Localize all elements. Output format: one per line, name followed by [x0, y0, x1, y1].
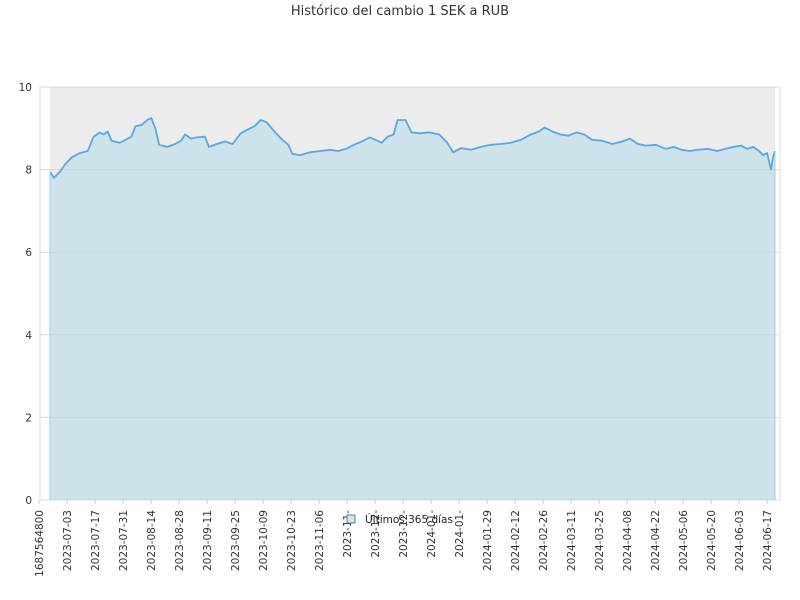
legend-swatch[interactable]: [346, 514, 356, 524]
x-tick-label: 2024-05-20: [706, 510, 718, 571]
x-tick-label: 2023-10-09: [258, 510, 270, 571]
x-axis: 1687564800 2023-07-03 2023-07-17 2023-07-31…: [34, 500, 774, 577]
x-tick-label: 2024-02-12: [510, 510, 522, 571]
x-tick-label: 2023-08-14: [146, 510, 158, 571]
x-tick-label: 2024-06-17: [762, 510, 774, 571]
y-axis: 0 2 4 6 8 10: [19, 82, 33, 507]
x-tick-label: 2023-10-23: [286, 510, 298, 571]
x-tick-label: 2024-01-: [426, 510, 438, 558]
x-tick-label: 2024-02-26: [538, 510, 550, 571]
x-tick-label: 2024-01-29: [482, 510, 494, 571]
legend-label[interactable]: Últimos 365 días: [365, 513, 453, 526]
x-tick-label: 2024-04-22: [650, 510, 662, 571]
x-tick-label: 2023-09-11: [202, 510, 214, 571]
chart-title: Histórico del cambio 1 SEK a RUB: [291, 4, 509, 19]
y-tick-label: 10: [19, 82, 32, 94]
x-tick-label: 2023-11-06: [314, 510, 326, 571]
x-tick-label: 1687564800: [34, 510, 46, 577]
x-tick-label: 2023-08-28: [174, 510, 186, 571]
legend[interactable]: Últimos 365 días: [346, 513, 453, 526]
x-tick-label: 2023-12-: [370, 510, 382, 558]
series-area: [50, 118, 775, 500]
x-tick-label: 2024-03-11: [566, 510, 578, 571]
x-tick-label: 2023-09-25: [230, 510, 242, 571]
x-tick-label: 2023-07-03: [62, 510, 74, 571]
series-layer: [49, 117, 776, 500]
series-line: [49, 117, 776, 179]
y-tick-label: 8: [25, 165, 32, 177]
x-tick-label: 2024-01-: [454, 510, 466, 558]
x-tick-label: 2024-04-08: [622, 510, 634, 571]
x-tick-label: 2024-06-03: [734, 510, 746, 571]
x-tick-label: 2023-12-: [398, 510, 410, 558]
y-tick-label: 0: [25, 495, 32, 507]
x-tick-label: 2023-07-17: [90, 510, 102, 571]
y-tick-label: 2: [25, 412, 32, 424]
x-tick-label: 2024-05-06: [678, 510, 690, 571]
y-tick-label: 6: [25, 247, 32, 259]
x-tick-label: 2023-07-31: [118, 510, 130, 571]
x-tick-label: 2024-03-25: [594, 510, 606, 571]
y-tick-label: 4: [25, 330, 32, 342]
